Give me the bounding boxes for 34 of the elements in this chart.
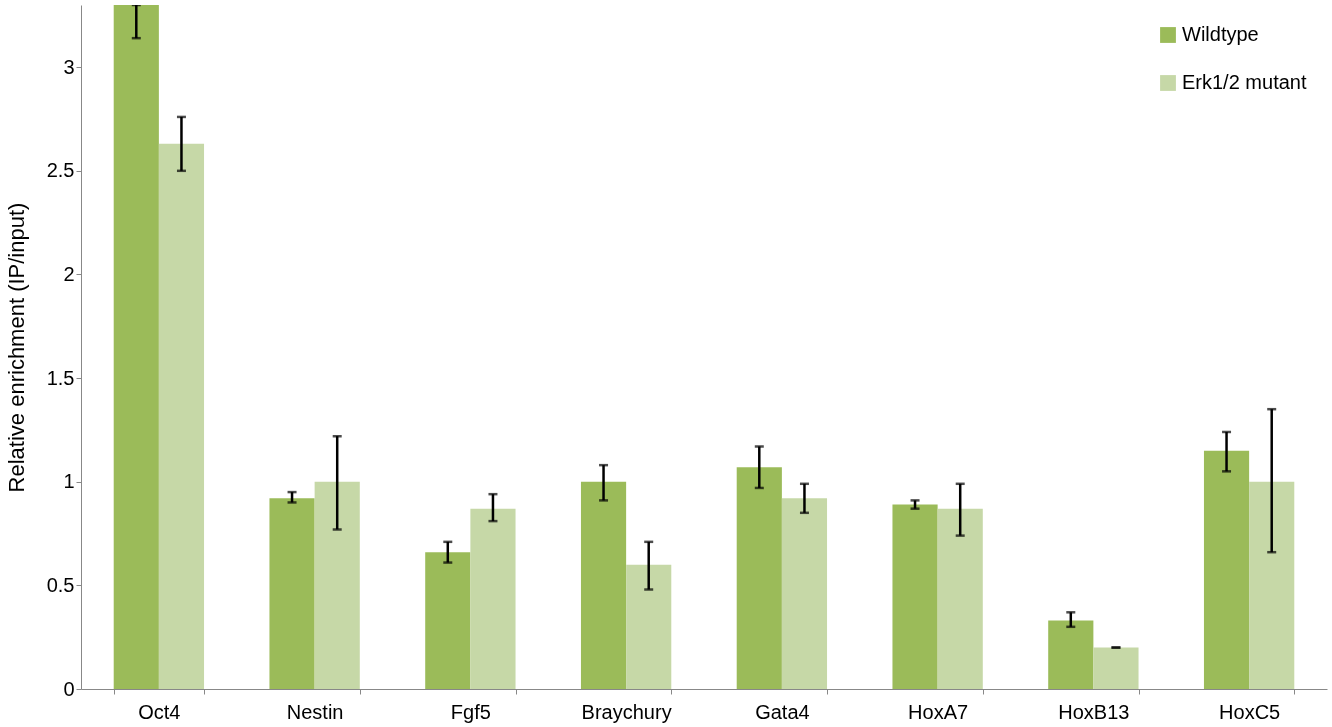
y-tick-label: 2.5 bbox=[46, 159, 75, 182]
legend-label: Wildtype bbox=[1182, 23, 1259, 45]
bar bbox=[314, 481, 360, 689]
y-tick-label: 2 bbox=[63, 262, 75, 285]
bar bbox=[781, 498, 828, 689]
x-tick-label: HoxB13 bbox=[1058, 700, 1130, 723]
x-tick-label: Fgf5 bbox=[450, 700, 491, 723]
y-tick-label: 3 bbox=[63, 55, 75, 78]
bar bbox=[470, 508, 516, 689]
bar bbox=[1093, 647, 1139, 689]
y-tick-label: 0.5 bbox=[46, 573, 75, 596]
bar bbox=[626, 564, 672, 689]
x-tick-label: Oct4 bbox=[138, 700, 181, 723]
bar bbox=[158, 143, 205, 689]
y-tick-label: 1.5 bbox=[46, 366, 75, 389]
legend-label: Erk1/2 mutant bbox=[1182, 71, 1307, 93]
y-tick-label: 1 bbox=[63, 470, 75, 493]
bar bbox=[580, 481, 627, 689]
x-tick-label: Nestin bbox=[286, 700, 344, 723]
bar bbox=[1249, 481, 1295, 689]
bar bbox=[269, 498, 315, 689]
y-tick-label: 0 bbox=[63, 677, 75, 700]
bar bbox=[736, 467, 782, 689]
bar bbox=[892, 504, 938, 689]
x-tick-label: HoxA7 bbox=[908, 700, 969, 723]
x-tick-label: HoxC5 bbox=[1219, 700, 1281, 723]
bar bbox=[425, 552, 471, 689]
x-tick-label: Gata4 bbox=[755, 700, 810, 723]
y-axis-title: Relative enrichment (IP/input) bbox=[3, 202, 29, 493]
bar bbox=[1203, 450, 1250, 689]
bar bbox=[113, 5, 159, 689]
x-tick-label: Braychury bbox=[581, 700, 672, 723]
bar bbox=[937, 508, 983, 689]
bar bbox=[1048, 620, 1094, 689]
